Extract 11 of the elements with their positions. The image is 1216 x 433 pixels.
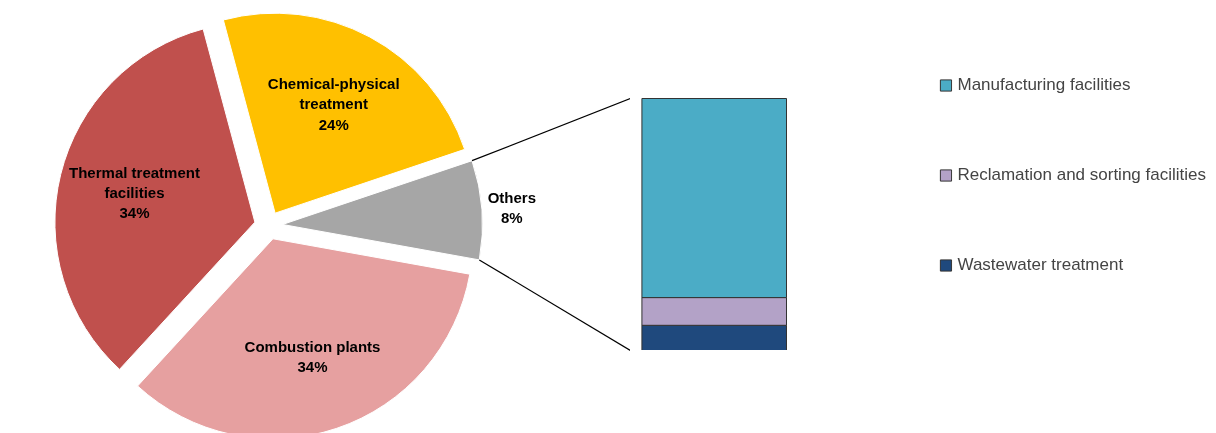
slice-label: Combustion plants [244, 337, 381, 355]
legend-label: Manufacturing facilities [957, 75, 1131, 95]
slice-label: Chemical-physical treatment [267, 74, 400, 113]
slice-label: Others [487, 188, 537, 206]
slice-label: Thermal treatment facilities [69, 163, 200, 202]
data-label: 24% [318, 115, 349, 133]
data-label: 8% [501, 209, 523, 227]
data-label: 34% [119, 204, 150, 222]
legend-label: Reclamation and sorting facilities [957, 165, 1206, 185]
legend-label: Wastewater treatment [957, 255, 1124, 275]
data-label: 34% [297, 357, 328, 375]
